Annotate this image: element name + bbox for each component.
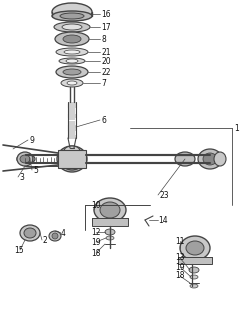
Text: 23: 23: [159, 190, 169, 199]
Ellipse shape: [203, 153, 217, 165]
Ellipse shape: [20, 225, 40, 241]
Ellipse shape: [190, 284, 198, 288]
Text: 18: 18: [175, 271, 184, 281]
Ellipse shape: [60, 13, 84, 19]
Ellipse shape: [105, 229, 115, 235]
Bar: [178, 257, 212, 264]
Bar: [92, 218, 128, 226]
Text: 10: 10: [91, 201, 101, 210]
Ellipse shape: [100, 202, 120, 218]
Ellipse shape: [54, 22, 90, 32]
Text: 21: 21: [101, 47, 110, 57]
Ellipse shape: [180, 236, 210, 260]
Text: 12: 12: [91, 228, 101, 236]
Ellipse shape: [52, 233, 58, 239]
Text: 5: 5: [33, 165, 38, 174]
Ellipse shape: [66, 59, 78, 63]
Ellipse shape: [61, 79, 83, 87]
Ellipse shape: [67, 81, 77, 85]
Text: 3: 3: [19, 172, 24, 181]
Ellipse shape: [106, 236, 114, 240]
Ellipse shape: [49, 231, 61, 241]
Ellipse shape: [20, 155, 30, 163]
Ellipse shape: [198, 149, 222, 169]
Text: 16: 16: [101, 10, 111, 19]
Text: 11: 11: [175, 236, 184, 245]
Ellipse shape: [17, 152, 33, 166]
Text: 18: 18: [91, 249, 101, 258]
Text: 2: 2: [42, 236, 47, 244]
Text: 8: 8: [101, 35, 106, 44]
Text: 9: 9: [29, 135, 34, 145]
Text: 17: 17: [101, 22, 111, 31]
Ellipse shape: [56, 48, 88, 56]
Ellipse shape: [63, 69, 81, 75]
Ellipse shape: [24, 228, 36, 238]
Text: 13: 13: [175, 253, 185, 262]
Text: 7: 7: [101, 78, 106, 87]
Ellipse shape: [186, 241, 204, 255]
Ellipse shape: [63, 151, 81, 167]
Text: 19: 19: [175, 262, 185, 271]
Ellipse shape: [55, 32, 89, 46]
Text: 6: 6: [101, 116, 106, 124]
Text: 15: 15: [14, 245, 24, 254]
Ellipse shape: [64, 146, 80, 156]
Ellipse shape: [52, 3, 92, 21]
Ellipse shape: [56, 66, 88, 78]
Ellipse shape: [52, 11, 92, 21]
Text: 4: 4: [61, 228, 66, 237]
Text: 1: 1: [234, 124, 239, 132]
Ellipse shape: [59, 58, 85, 64]
Ellipse shape: [175, 152, 195, 166]
Ellipse shape: [64, 50, 80, 54]
Bar: [58, 150, 86, 168]
Text: 20: 20: [101, 57, 111, 66]
Ellipse shape: [63, 35, 81, 43]
Ellipse shape: [17, 154, 35, 164]
Ellipse shape: [189, 267, 199, 273]
Text: 19: 19: [91, 237, 101, 246]
Text: 22: 22: [101, 68, 110, 76]
Ellipse shape: [94, 198, 126, 222]
Ellipse shape: [190, 275, 198, 279]
Ellipse shape: [62, 24, 82, 30]
Ellipse shape: [214, 152, 226, 166]
Ellipse shape: [21, 156, 31, 162]
Ellipse shape: [57, 146, 87, 172]
Text: 14: 14: [158, 215, 168, 225]
